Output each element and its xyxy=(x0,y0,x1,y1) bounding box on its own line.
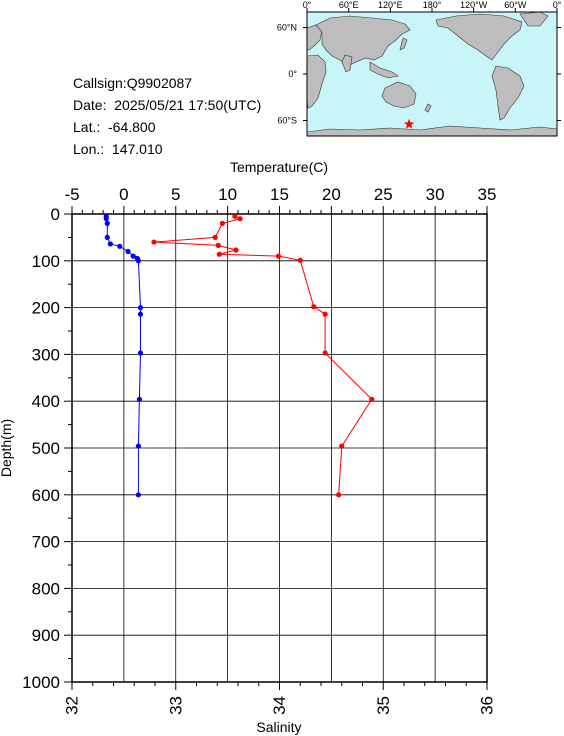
temperature-point xyxy=(219,220,226,226)
salinity-axis-label: Salinity xyxy=(256,719,301,735)
temperature-point xyxy=(297,257,303,263)
temperature-tick-label: -5 xyxy=(64,185,79,204)
depth-axis-label: Depth(m) xyxy=(0,419,14,477)
longitude-text: Lon.: 147.010 xyxy=(73,141,163,157)
depth-tick-label: 300 xyxy=(32,345,60,364)
temperature-tick-label: 15 xyxy=(270,185,289,204)
map-ticks xyxy=(303,8,561,121)
land-asia xyxy=(315,15,411,67)
salinity-point xyxy=(103,216,109,222)
callsign-text: Callsign:Q9902087 xyxy=(73,75,193,91)
salinity-point xyxy=(125,248,131,255)
map-lon-label: 60°W xyxy=(504,0,527,10)
temperature-tick-label: 20 xyxy=(322,185,341,204)
temperature-point xyxy=(322,311,328,317)
temperature-point xyxy=(339,443,345,449)
temperature-point xyxy=(275,253,282,259)
land-new-zealand xyxy=(424,103,432,113)
temperature-point xyxy=(322,350,328,356)
plot-ticks xyxy=(64,206,488,690)
salinity-point xyxy=(137,305,144,311)
depth-tick-label: 100 xyxy=(32,252,60,271)
land-japan xyxy=(399,37,408,51)
salinity-tick-label: 35 xyxy=(374,696,393,715)
temperature-tick-label: 5 xyxy=(171,185,180,204)
temperature-point xyxy=(233,247,239,253)
temperature-line xyxy=(153,215,373,495)
temperature-tick-label: 35 xyxy=(478,185,497,204)
salinity-point xyxy=(135,492,141,498)
depth-tick-label: 500 xyxy=(32,439,60,458)
map-lon-label: 120°W xyxy=(460,0,488,10)
salinity-point xyxy=(117,243,123,249)
salinity-point xyxy=(136,396,143,402)
series-layer xyxy=(103,213,375,498)
temperature-point xyxy=(232,213,238,219)
map-lon-label: 0° xyxy=(303,0,312,10)
map-lat-label: 0° xyxy=(288,69,297,79)
plot-grid xyxy=(71,213,488,683)
temperature-point xyxy=(212,234,218,240)
depth-tick-label: 1000 xyxy=(22,673,60,692)
map-labels: 0° 60°E 120°E 180° 120°W 60°W 0° 60°N 0° 60°S xyxy=(277,0,562,126)
temperature-point xyxy=(311,304,317,310)
salinity-tick-label: 34 xyxy=(270,696,289,715)
salinity-profile xyxy=(103,213,144,498)
salinity-tick-label: 33 xyxy=(166,696,185,715)
depth-tick-label: 400 xyxy=(32,392,60,411)
salinity-point xyxy=(104,220,110,226)
salinity-tick-label: 36 xyxy=(478,696,497,715)
salinity-point xyxy=(104,234,110,240)
salinity-point xyxy=(135,258,141,264)
depth-tick-label: 800 xyxy=(32,579,60,598)
temperature-point xyxy=(151,239,157,245)
map-lon-label: 60°E xyxy=(339,0,359,10)
salinity-point xyxy=(130,253,136,259)
land-se-asia xyxy=(369,61,399,79)
float-location-marker xyxy=(403,118,415,129)
salinity-point xyxy=(137,350,144,356)
land-south-america xyxy=(491,65,525,121)
depth-tick-label: 0 xyxy=(51,205,60,224)
station-info: Callsign:Q9902087 Date: 2025/05/21 17:50… xyxy=(73,72,261,160)
temperature-point xyxy=(216,251,222,257)
map-lat-label: 60°N xyxy=(277,23,297,33)
temperature-point xyxy=(237,216,243,222)
depth-tick-label: 200 xyxy=(32,299,60,318)
map-lon-label: 0° xyxy=(553,0,562,10)
temperature-point xyxy=(369,396,375,402)
salinity-point xyxy=(135,443,141,449)
temperature-profile xyxy=(151,213,375,498)
temperature-tick-label: 30 xyxy=(426,185,445,204)
temperature-axis-label: Temperature(C) xyxy=(230,159,328,175)
map-land xyxy=(306,11,558,137)
map-lon-label: 120°E xyxy=(378,0,403,10)
map-lat-label: 60°S xyxy=(277,116,297,126)
map-lon-label: 180° xyxy=(423,0,442,10)
date-text: Date: 2025/05/21 17:50(UTC) xyxy=(73,97,262,113)
salinity-tick-label: 32 xyxy=(63,696,82,715)
temperature-tick-label: 10 xyxy=(218,185,237,204)
depth-tick-label: 600 xyxy=(32,486,60,505)
location-map: 0° 60°E 120°E 180° 120°W 60°W 0° 60°N 0° 60°S xyxy=(277,0,562,137)
salinity-point xyxy=(137,311,144,317)
depth-tick-label: 900 xyxy=(32,626,60,645)
land-north-america xyxy=(435,13,523,61)
land-india xyxy=(341,54,353,73)
temperature-point xyxy=(215,242,221,248)
land-australia xyxy=(381,81,417,109)
salinity-point xyxy=(107,241,113,247)
temperature-point xyxy=(336,492,342,498)
depth-tick-label: 700 xyxy=(32,533,60,552)
temperature-tick-label: 25 xyxy=(374,185,393,204)
temperature-tick-label: 0 xyxy=(119,185,128,204)
latitude-text: Lat.: -64.800 xyxy=(73,119,156,135)
